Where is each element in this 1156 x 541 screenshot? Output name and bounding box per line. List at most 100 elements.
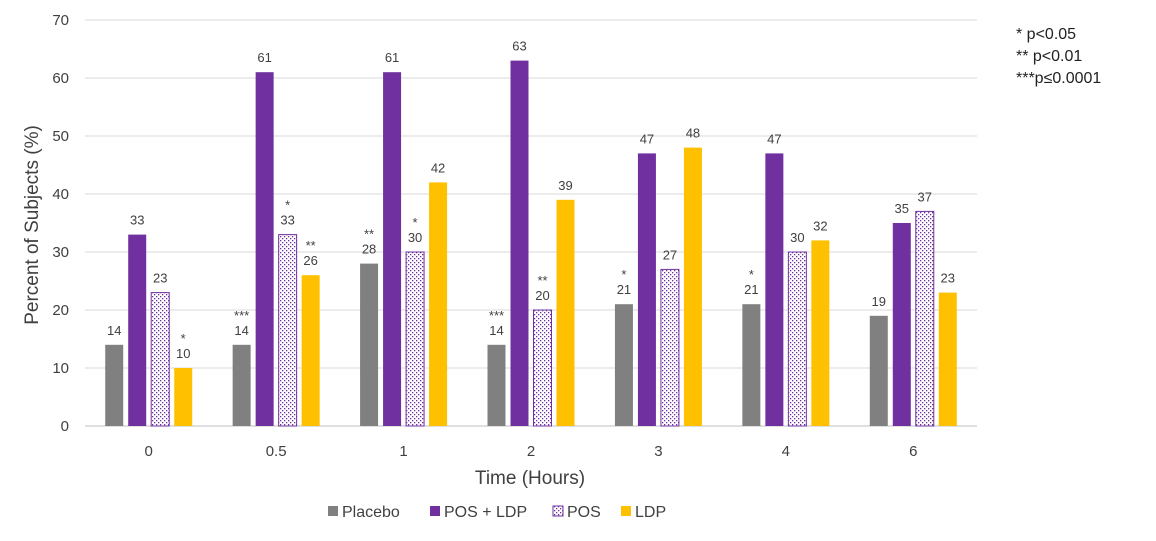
x-tick-label: 2 xyxy=(527,443,535,460)
significance-marker: * xyxy=(181,331,186,346)
legend-label: POS + LDP xyxy=(444,504,527,521)
y-tick-label: 50 xyxy=(52,128,69,145)
y-tick-label: 30 xyxy=(52,244,69,261)
gridlines xyxy=(85,19,977,427)
data-label: 33 xyxy=(280,213,294,228)
x-tick-label: 0.5 xyxy=(266,443,287,460)
data-label: 61 xyxy=(257,50,271,65)
bar-ldp xyxy=(429,182,448,426)
x-axis-title: Time (Hours) xyxy=(475,468,585,489)
x-tick-label: 3 xyxy=(654,443,662,460)
note-p001: ** p<0.01 xyxy=(1016,48,1083,65)
significance-marker: ** xyxy=(364,227,374,242)
bar-pos xyxy=(787,251,807,427)
data-label: 47 xyxy=(640,131,654,146)
data-label: 42 xyxy=(431,160,445,175)
bar-pos xyxy=(150,292,170,427)
data-label: 14 xyxy=(234,323,248,338)
data-label: 23 xyxy=(153,271,167,286)
significance-marker: * xyxy=(413,215,418,230)
data-label: 28 xyxy=(362,242,376,257)
bar-ldp xyxy=(301,275,320,426)
x-tick-label: 0 xyxy=(145,443,153,460)
data-label: 35 xyxy=(895,201,909,216)
bar-pos xyxy=(915,210,935,427)
bar-placebo xyxy=(232,344,251,426)
significance-marker: * xyxy=(749,267,754,282)
data-label: 21 xyxy=(617,282,631,297)
note-p00001: ***p≤0.0001 xyxy=(1016,70,1102,87)
bar-placebo xyxy=(487,344,506,426)
y-tick-label: 20 xyxy=(52,302,69,319)
bar-ldp xyxy=(683,147,702,426)
bar-placebo xyxy=(105,344,124,426)
data-label: 61 xyxy=(385,50,399,65)
data-label: 21 xyxy=(744,282,758,297)
bar-pos-ldp xyxy=(255,72,274,426)
legend-swatch xyxy=(552,505,564,517)
bar-pos-ldp xyxy=(383,72,402,426)
x-tick-label: 6 xyxy=(909,443,917,460)
data-label: 37 xyxy=(918,189,932,204)
data-label: 33 xyxy=(130,213,144,228)
x-tick-label: 4 xyxy=(782,443,790,460)
data-label: 23 xyxy=(941,271,955,286)
bars xyxy=(105,60,957,427)
legend: Placebo POS + LDP POS LDP xyxy=(328,504,666,521)
bar-pos xyxy=(278,234,298,427)
y-tick-label: 60 xyxy=(52,70,69,87)
bar-pos-ldp xyxy=(510,60,529,426)
significance-marker: * xyxy=(621,267,626,282)
bar-pos-ldp xyxy=(892,223,911,426)
x-tick-label: 1 xyxy=(399,443,407,460)
data-label: 20 xyxy=(535,288,549,303)
significance-marker: ** xyxy=(306,238,316,253)
bar-ldp xyxy=(938,292,957,426)
bar-placebo xyxy=(869,315,888,426)
data-label: 14 xyxy=(107,323,121,338)
data-label: 47 xyxy=(767,131,781,146)
data-label: 63 xyxy=(512,39,526,54)
legend-swatch xyxy=(430,506,440,516)
y-axis-title: Percent of Subjects (%) xyxy=(22,125,43,325)
bar-pos xyxy=(533,309,552,427)
data-label: 10 xyxy=(176,346,190,361)
y-tick-label: 70 xyxy=(52,12,69,29)
bar-ldp xyxy=(556,199,575,426)
significance-marker: ** xyxy=(537,273,547,288)
bar-pos xyxy=(660,268,680,427)
significance-marker: * xyxy=(285,198,290,213)
data-label: 26 xyxy=(303,253,317,268)
bar-pos-ldp xyxy=(128,234,147,426)
bar-placebo xyxy=(360,263,379,426)
legend-swatch xyxy=(621,506,631,516)
data-label: 48 xyxy=(686,126,700,141)
data-label: 32 xyxy=(813,218,827,233)
data-label: 39 xyxy=(558,178,572,193)
bar-pos-ldp xyxy=(637,153,656,426)
bar-placebo xyxy=(742,304,761,426)
data-label: 27 xyxy=(663,247,677,262)
data-label: 19 xyxy=(872,294,886,309)
legend-label: LDP xyxy=(635,504,666,521)
significance-marker: *** xyxy=(489,308,504,323)
bar-pos-ldp xyxy=(765,153,784,426)
note-p005: * p<0.05 xyxy=(1016,26,1077,43)
bar-ldp xyxy=(811,240,830,426)
legend-label: POS xyxy=(567,504,601,521)
y-tick-label: 0 xyxy=(61,418,69,435)
data-label: 14 xyxy=(489,323,503,338)
y-tick-label: 10 xyxy=(52,360,69,377)
significance-marker: *** xyxy=(234,308,249,323)
bar-pos xyxy=(405,251,425,427)
bar-ldp xyxy=(174,368,193,426)
significance-notes: * p<0.05 ** p<0.01 ***p≤0.0001 xyxy=(1016,24,1101,90)
legend-label: Placebo xyxy=(342,504,400,521)
data-label: 30 xyxy=(408,230,422,245)
y-tick-label: 40 xyxy=(52,186,69,203)
data-label: 30 xyxy=(790,230,804,245)
legend-swatch xyxy=(328,506,338,516)
